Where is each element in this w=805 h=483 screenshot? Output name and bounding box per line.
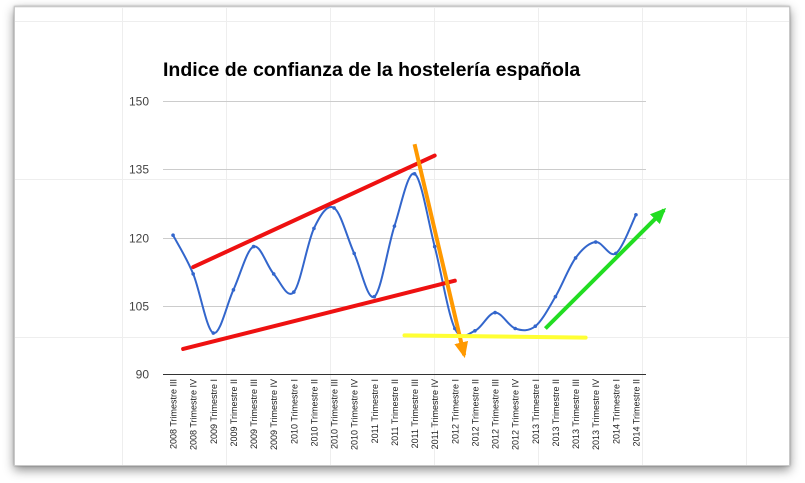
y-tick-label: 120 — [129, 232, 149, 246]
trend-line — [191, 153, 437, 270]
data-point — [614, 251, 618, 256]
x-tick-label: 2013 Trimestre II — [551, 379, 561, 447]
spreadsheet-grid — [15, 7, 789, 465]
data-point — [312, 226, 316, 231]
trend-line — [181, 278, 457, 351]
data-point — [332, 206, 336, 210]
x-tick-label: 2012 Trimestre IV — [511, 379, 521, 450]
x-tick-label: 2013 Trimestre I — [531, 379, 541, 444]
x-tick-label: 2008 Trimestre III — [169, 379, 179, 449]
x-tick-label: 2010 Trimestre I — [289, 379, 299, 444]
x-tick-label: 2009 Trimestre III — [249, 379, 259, 449]
data-point — [513, 326, 517, 331]
data-point — [171, 233, 175, 238]
data-point — [352, 251, 356, 256]
line-chart: 90 105 120 135 150 2008 Trimestre III 2008 Tri… — [129, 95, 667, 450]
data-point — [634, 212, 638, 217]
x-tick-label: 2011 Trimestre II — [390, 379, 400, 446]
trend-line — [402, 333, 588, 340]
x-tick-label: 2014 Trimestre II — [631, 379, 641, 447]
data-point — [533, 324, 538, 329]
data-point — [473, 328, 477, 333]
y-tick-label: 105 — [129, 300, 149, 314]
x-tick-label: 2013 Trimestre IV — [591, 379, 601, 450]
chart-frame: 90 105 120 135 150 2008 Trimestre III 2008 Tri… — [14, 6, 790, 466]
data-point — [292, 290, 296, 294]
data-point — [372, 294, 377, 299]
chart-title: Indice de confianza de la hostelería esp… — [163, 59, 581, 81]
data-point — [412, 172, 417, 176]
x-tick-label: 2010 Trimestre IV — [350, 379, 360, 450]
trend-arrow — [412, 143, 469, 359]
x-tick-label: 2011 Trimestre IV — [430, 379, 440, 449]
data-point — [251, 244, 256, 249]
x-tick-label: 2014 Trimestre I — [611, 379, 621, 444]
x-tick-label: 2008 Trimestre IV — [189, 379, 199, 450]
x-tick-label: 2012 Trimestre III — [491, 379, 501, 449]
y-tick-label: 150 — [129, 95, 149, 109]
data-point — [432, 244, 437, 249]
data-point — [593, 240, 598, 244]
data-point — [493, 310, 497, 315]
data-point — [271, 272, 276, 276]
data-point — [573, 256, 578, 260]
x-tick-label: 2011 Trimestre I — [370, 379, 380, 443]
x-tick-label: 2009 Trimestre IV — [269, 379, 279, 450]
x-tick-label: 2009 Trimestre II — [229, 379, 239, 447]
data-point — [553, 294, 558, 299]
series-line — [172, 172, 637, 338]
data-point — [191, 272, 195, 276]
x-tick-label: 2013 Trimestre III — [571, 379, 581, 449]
x-tick-label: 2011 Trimestre III — [410, 379, 420, 448]
x-tick-label: 2010 Trimestre II — [309, 379, 319, 447]
data-point — [392, 224, 397, 228]
x-tick-label: 2012 Trimestre I — [450, 379, 460, 444]
x-tick-label: 2010 Trimestre III — [330, 379, 340, 449]
data-point — [211, 331, 216, 335]
trend-arrow — [543, 207, 667, 330]
y-tick-label: 90 — [136, 368, 150, 382]
x-tick-label: 2012 Trimestre II — [470, 379, 480, 447]
x-tick-label: 2009 Trimestre I — [209, 379, 219, 444]
data-point — [231, 288, 236, 292]
y-tick-label: 135 — [129, 163, 149, 177]
